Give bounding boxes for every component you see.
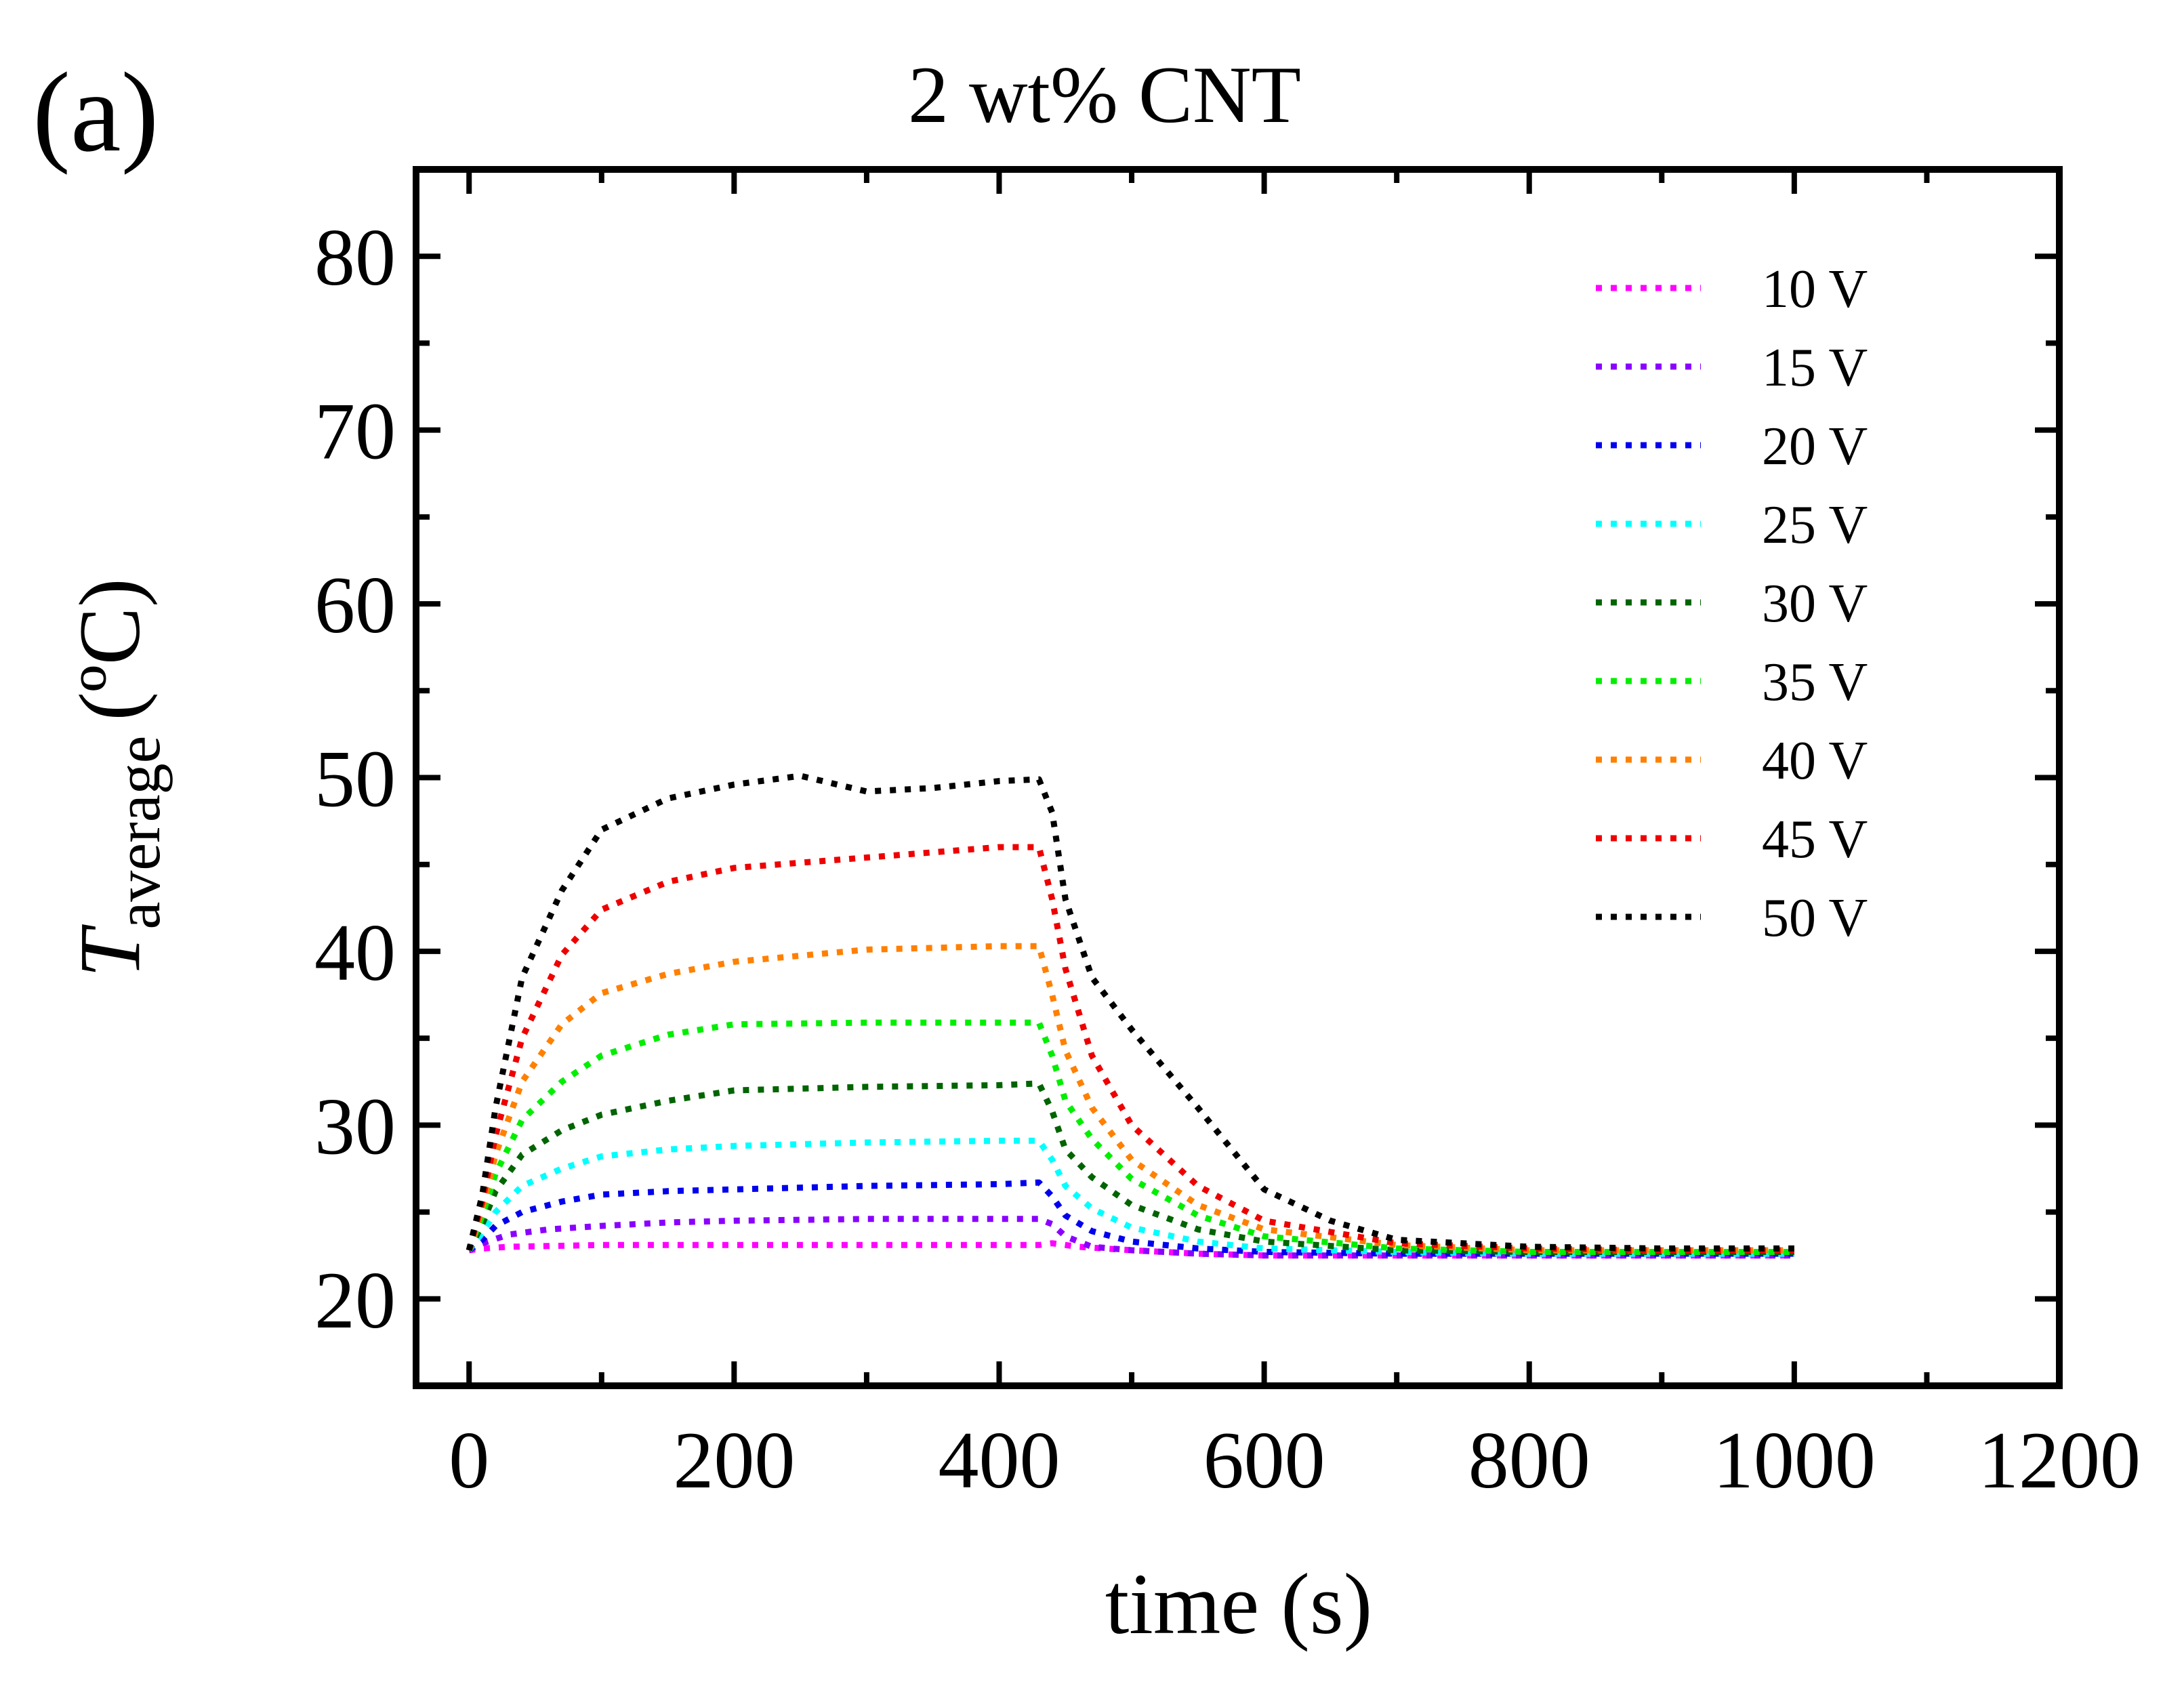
y-axis-label-subscript: average <box>104 736 173 930</box>
y-tick-label: 60 <box>314 560 396 650</box>
x-tick-label: 600 <box>1203 1415 1325 1505</box>
y-tick-label: 20 <box>314 1255 396 1345</box>
tick-labels: 0 200 400 600 800 1000 1200 20 30 40 50 60 70 80 <box>314 212 2141 1505</box>
x-tick-label: 200 <box>673 1415 795 1505</box>
x-tick-label: 0 <box>449 1415 489 1505</box>
svg-text:Taverage(ºC): Taverage (ºC) <box>62 578 173 977</box>
y-tick-label: 80 <box>314 212 396 302</box>
y-tick-label: 70 <box>314 386 396 476</box>
plot-frame <box>413 166 2063 1389</box>
legend-label-45v: 45 V <box>1762 810 1868 869</box>
series-lines <box>466 773 1794 1259</box>
y-tick-label: 40 <box>314 907 396 997</box>
legend-label-25v: 25 V <box>1762 495 1868 555</box>
series-line-35v <box>466 1019 1794 1255</box>
x-tick-label: 800 <box>1468 1415 1590 1505</box>
panel-label: (a) <box>33 49 159 176</box>
series-line-20v <box>467 1179 1794 1257</box>
legend-label-10v: 10 V <box>1762 260 1868 319</box>
legend: 10 V 15 V 20 V 25 V 30 V 35 V 40 V 45 V 50 V <box>1596 260 1868 948</box>
series-line-15v <box>468 1216 1794 1259</box>
legend-label-20v: 20 V <box>1762 417 1868 476</box>
y-tick-label: 50 <box>314 734 396 824</box>
legend-label-40v: 40 V <box>1762 731 1868 791</box>
x-tick-label: 400 <box>938 1415 1060 1505</box>
legend-label-30v: 30 V <box>1762 574 1868 634</box>
series-line-40v <box>466 943 1794 1254</box>
legend-label-50v: 50 V <box>1762 888 1868 948</box>
y-tick-label: 30 <box>314 1081 396 1171</box>
x-axis-label: time (s) <box>1105 1556 1373 1652</box>
chart-title: 2 wt% CNT <box>908 49 1301 140</box>
series-line-30v <box>466 1080 1794 1255</box>
legend-label-35v: 35 V <box>1762 653 1868 712</box>
legend-label-15v: 15 V <box>1762 338 1868 398</box>
y-axis-label-unit: (ºC) <box>62 578 158 720</box>
x-tick-label: 1000 <box>1713 1415 1876 1505</box>
y-axis-label-symbol: T <box>62 924 158 978</box>
x-tick-label: 1200 <box>1978 1415 2141 1505</box>
y-axis-label: Taverage (ºC) <box>62 578 173 977</box>
